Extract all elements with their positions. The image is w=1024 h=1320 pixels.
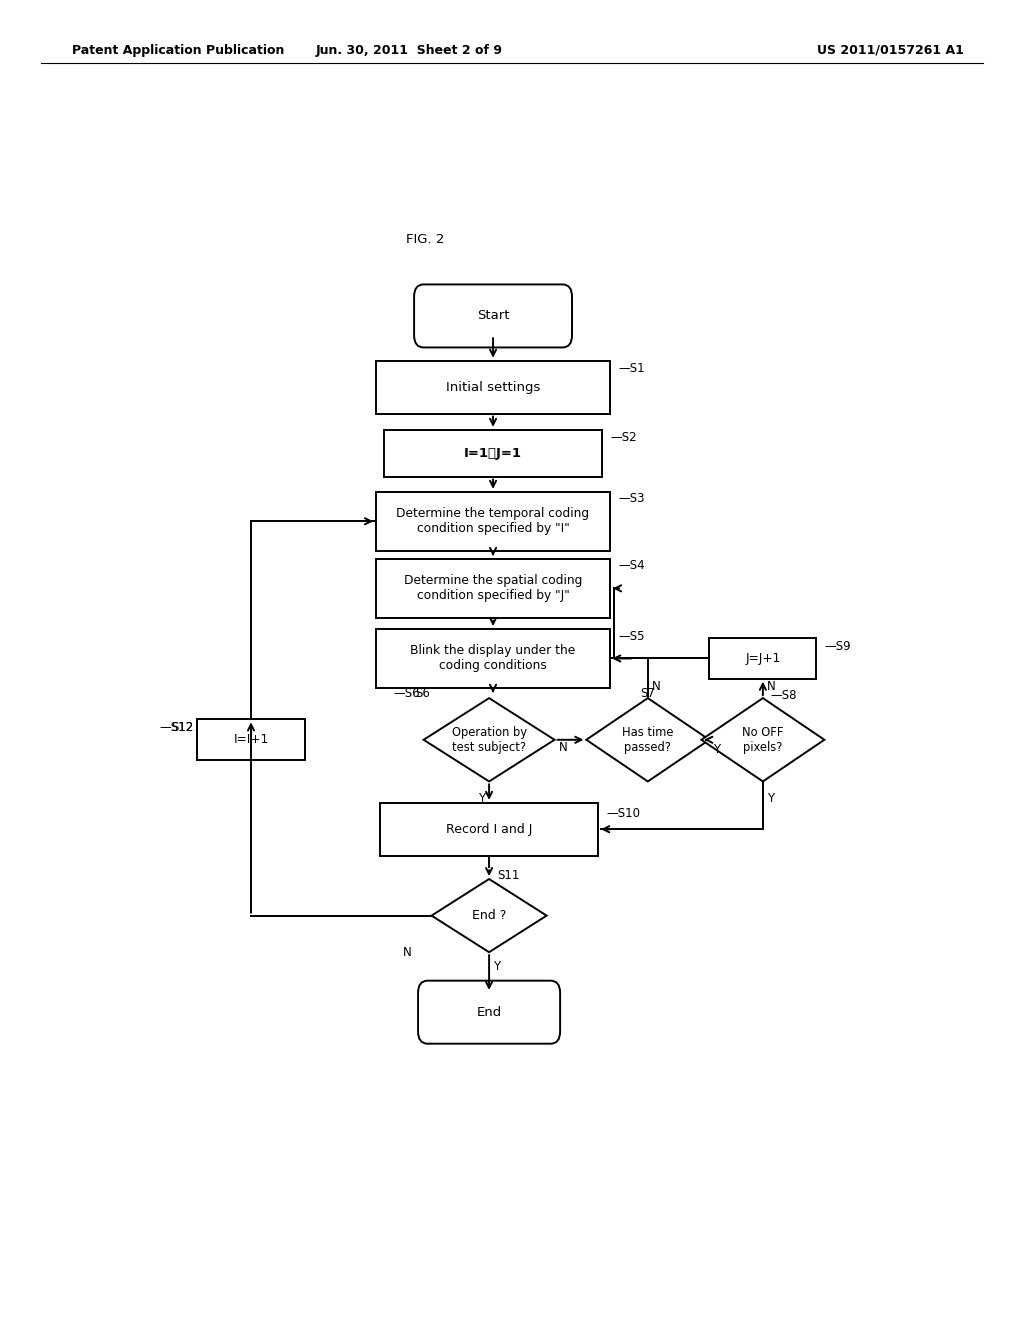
Text: S7: S7 (640, 686, 654, 700)
Bar (376, 558, 610, 618)
Text: S12: S12 (171, 721, 194, 734)
Text: Has time
passed?: Has time passed? (622, 726, 674, 754)
Bar (376, 630, 610, 688)
Text: —S1: —S1 (618, 362, 645, 375)
Text: —S10: —S10 (606, 808, 640, 821)
Text: Y: Y (494, 961, 500, 973)
Bar (384, 430, 602, 477)
Text: —S2: —S2 (610, 432, 637, 445)
Polygon shape (424, 698, 555, 781)
Text: —S4: —S4 (618, 560, 645, 573)
Text: —S6: —S6 (393, 686, 420, 700)
Bar (380, 803, 598, 855)
FancyBboxPatch shape (414, 284, 572, 347)
Text: End ?: End ? (472, 909, 506, 923)
Text: FIG. 2: FIG. 2 (406, 234, 444, 247)
FancyBboxPatch shape (418, 981, 560, 1044)
Text: N: N (558, 742, 567, 755)
Text: End: End (476, 1006, 502, 1019)
Text: —S12: —S12 (160, 721, 194, 734)
Text: Determine the spatial coding
condition specified by "J": Determine the spatial coding condition s… (403, 574, 583, 602)
Text: Y: Y (714, 743, 721, 756)
Bar (376, 492, 610, 550)
Bar (198, 719, 304, 760)
Text: Patent Application Publication: Patent Application Publication (72, 44, 284, 57)
Bar (376, 360, 610, 413)
Text: S11: S11 (497, 870, 519, 883)
Polygon shape (587, 698, 710, 781)
Text: I=1、J=1: I=1、J=1 (464, 446, 522, 459)
Text: Determine the temporal coding
condition specified by "I": Determine the temporal coding condition … (396, 507, 590, 535)
Polygon shape (701, 698, 824, 781)
Text: Jun. 30, 2011  Sheet 2 of 9: Jun. 30, 2011 Sheet 2 of 9 (316, 44, 503, 57)
Text: Start: Start (477, 309, 509, 322)
Text: —S8: —S8 (771, 689, 798, 701)
Text: I=I+1: I=I+1 (233, 734, 268, 746)
Text: —S5: —S5 (618, 630, 644, 643)
Text: —S9: —S9 (824, 640, 851, 653)
Text: —S3: —S3 (618, 492, 644, 506)
Text: No OFF
pixels?: No OFF pixels? (742, 726, 783, 754)
Polygon shape (431, 879, 547, 952)
Text: N: N (767, 680, 775, 693)
Text: Record I and J: Record I and J (445, 822, 532, 836)
Text: N: N (403, 946, 412, 960)
Text: J=J+1: J=J+1 (745, 652, 780, 665)
Text: N: N (652, 680, 660, 693)
Text: Blink the display under the
coding conditions: Blink the display under the coding condi… (411, 644, 575, 672)
Text: Y: Y (477, 792, 484, 805)
Text: S6: S6 (416, 686, 430, 700)
Bar (710, 638, 816, 678)
Text: US 2011/0157261 A1: US 2011/0157261 A1 (817, 44, 965, 57)
Text: Y: Y (767, 792, 774, 805)
Text: Initial settings: Initial settings (445, 380, 541, 393)
Text: Operation by
test subject?: Operation by test subject? (452, 726, 526, 754)
